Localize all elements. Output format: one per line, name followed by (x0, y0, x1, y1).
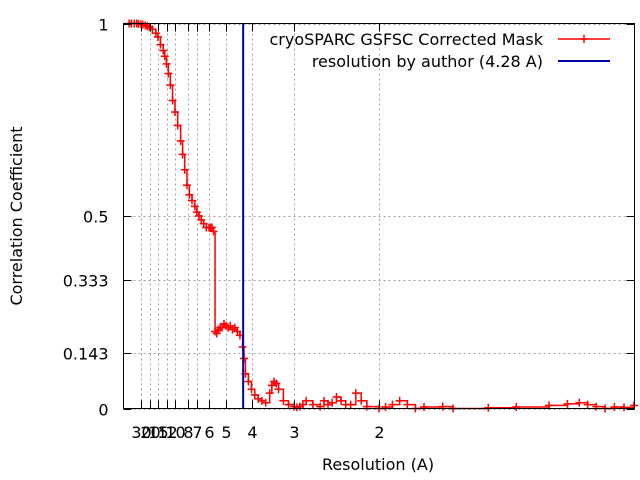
x-axis-label: Resolution (A) (322, 455, 434, 474)
fsc-point (332, 392, 341, 401)
fsc-point (247, 385, 256, 394)
y-tick-label: 0.5 (83, 208, 108, 227)
fsc-point (620, 403, 628, 412)
y-axis-label: Correlation Coefficient (7, 126, 26, 305)
fsc-point (320, 396, 328, 405)
fsc-point (308, 400, 317, 409)
fsc-point (316, 402, 325, 411)
fsc-point (148, 25, 157, 34)
fsc-point (563, 399, 572, 408)
legend-label-author-resolution: resolution by author (4.28 A) (312, 52, 543, 71)
fsc-point (381, 402, 390, 411)
fsc-point (209, 227, 218, 236)
fsc-point (279, 396, 288, 405)
x-tick-label: 2 (374, 423, 384, 442)
x-tick-label: 8 (183, 423, 193, 442)
fsc-point (171, 108, 179, 117)
fsc-point (182, 181, 191, 190)
fsc-point (168, 96, 177, 105)
y-tick-label: 0.333 (63, 272, 109, 291)
plot-area (125, 19, 638, 413)
fsc-point (212, 329, 221, 338)
fsc-point (257, 396, 266, 405)
fsc-point (176, 136, 185, 145)
fsc-point (162, 59, 171, 68)
fsc-point (583, 400, 592, 409)
fsc-point (154, 32, 162, 41)
legend: cryoSPARC GSFSC Corrected Mask resolutio… (269, 30, 610, 71)
fsc-point (346, 400, 355, 409)
fsc-point (328, 398, 337, 407)
fsc-point (250, 391, 259, 400)
fsc-point (484, 403, 493, 412)
y-tick-label: 0.143 (63, 345, 109, 364)
fsc-point (156, 40, 165, 49)
fsc-point (166, 81, 175, 90)
fsc-point (274, 385, 283, 394)
x-tick-label: 12 (157, 423, 177, 442)
fsc-point (420, 402, 428, 411)
fsc-point (575, 398, 584, 407)
x-tick-label: 6 (204, 423, 214, 442)
y-tick-label: 1 (98, 16, 108, 35)
fsc-point (190, 202, 199, 211)
fsc-point (610, 402, 619, 411)
fsc-point (188, 196, 196, 205)
fsc-point (438, 402, 447, 411)
fsc-point (284, 400, 293, 409)
fsc-point (388, 400, 397, 409)
fsc-point (357, 396, 366, 405)
x-tick-label: 30 (131, 423, 151, 442)
x-tick-label: 10 (165, 423, 185, 442)
fsc-point (324, 400, 332, 409)
fsc-point (207, 223, 216, 232)
fsc-point (395, 396, 404, 405)
fsc-point (403, 400, 412, 409)
fsc-point (173, 121, 182, 130)
fsc-point (178, 150, 187, 159)
fsc-point (164, 69, 173, 78)
fsc-point (592, 402, 601, 411)
fsc-point (160, 52, 169, 61)
legend-label-fsc: cryoSPARC GSFSC Corrected Mask (269, 30, 543, 49)
fsc-point (302, 396, 311, 405)
fsc-point (261, 398, 270, 407)
y-tick-label: 0 (98, 401, 108, 420)
x-tick-label: 15 (148, 423, 168, 442)
fsc-point (185, 190, 194, 199)
x-tick-label: 5 (221, 423, 231, 442)
x-tick-label: 20 (140, 423, 160, 442)
fsc-point (159, 46, 168, 55)
fsc-point (265, 389, 274, 398)
x-tick-label: 7 (192, 423, 202, 442)
fsc-point (337, 396, 346, 405)
fsc-point (512, 402, 521, 411)
fsc-point (272, 379, 281, 388)
fsc-point (220, 319, 228, 328)
fsc-point (244, 377, 253, 386)
fsc-point (180, 165, 189, 174)
x-tick-label: 3 (289, 423, 299, 442)
fsc-point (362, 402, 371, 411)
legend-marker-fsc (580, 35, 588, 43)
fsc-point (351, 389, 360, 398)
x-tick-label: 4 (247, 423, 257, 442)
